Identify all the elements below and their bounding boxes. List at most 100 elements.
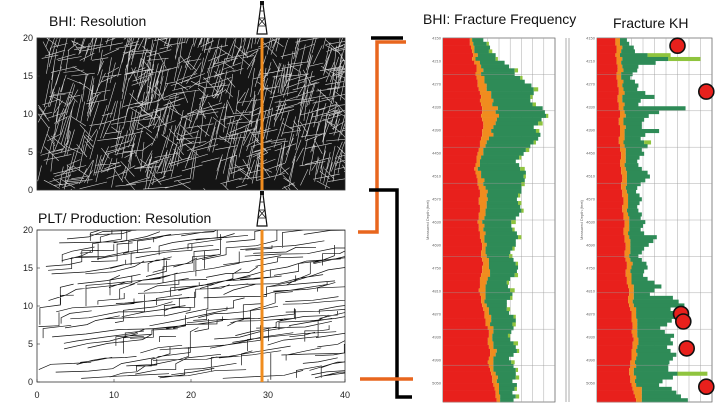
freq-depth-axis-label: Measured Depth (feet) bbox=[425, 199, 430, 240]
freq-bar-green bbox=[491, 129, 536, 134]
fracture-kh-title: Fracture KH bbox=[613, 15, 689, 31]
kh-bar-orange bbox=[620, 125, 626, 130]
kh-bar-orange bbox=[631, 383, 637, 388]
kh-bar-orange bbox=[625, 246, 631, 251]
freq-bar-light bbox=[532, 102, 536, 107]
kh-bar-red bbox=[597, 276, 627, 281]
fracture-frequency-track: 4150 4210 4270 4330 4390 4450 4510 4570 4630 4690… bbox=[425, 36, 556, 403]
freq-bar-red bbox=[443, 216, 479, 221]
kh-bar-orange bbox=[623, 227, 630, 232]
kh-bar-green bbox=[637, 322, 668, 327]
freq-bar-green bbox=[479, 163, 520, 168]
freq-bar-orange bbox=[479, 91, 492, 96]
freq-bar-green bbox=[481, 170, 526, 175]
freq-depth-tick: 4690 bbox=[432, 242, 442, 247]
kh-bar-red bbox=[597, 326, 633, 331]
freq-bar-orange bbox=[475, 163, 480, 168]
freq-bar-red bbox=[443, 64, 477, 69]
kh-bar-green bbox=[626, 208, 639, 213]
kh-bar-red bbox=[597, 159, 620, 164]
freq-bar-light bbox=[512, 322, 516, 327]
kh-bar-green bbox=[628, 231, 645, 236]
freq-bar-green bbox=[486, 87, 534, 92]
freq-bar-orange bbox=[478, 288, 486, 293]
freq-bar-orange bbox=[477, 151, 484, 156]
kh-bar-red bbox=[597, 68, 618, 73]
kh-bar-orange bbox=[625, 273, 632, 278]
kh-bar-red bbox=[597, 144, 620, 149]
freq-depth-tick: 4510 bbox=[432, 173, 442, 178]
kh-bar-orange bbox=[621, 155, 626, 160]
freq-bar-orange bbox=[478, 87, 487, 92]
kh-bar-green bbox=[629, 235, 657, 240]
freq-bar-light bbox=[520, 166, 525, 172]
freq-bar-red bbox=[443, 371, 492, 376]
freq-bar-green bbox=[493, 345, 516, 350]
freq-bar-orange bbox=[471, 45, 475, 50]
freq-bar-green bbox=[491, 91, 534, 96]
freq-bar-green bbox=[493, 341, 514, 346]
freq-bar-green bbox=[486, 140, 534, 145]
kh-bar-green bbox=[624, 136, 641, 141]
freq-bar-red bbox=[443, 110, 483, 115]
freq-bar-orange bbox=[476, 155, 482, 160]
freq-depth-tick: 4750 bbox=[432, 265, 442, 270]
kh-bar-green bbox=[641, 386, 672, 391]
freq-depth-tick: 4930 bbox=[432, 334, 442, 339]
kh-bar-red bbox=[597, 166, 622, 172]
plt-x-tick-label: 0 bbox=[34, 390, 39, 400]
freq-bar-red bbox=[443, 106, 483, 111]
freq-bar-orange bbox=[481, 250, 486, 255]
freq-bar-orange bbox=[475, 72, 482, 77]
freq-bar-green bbox=[484, 235, 519, 240]
freq-bar-green bbox=[491, 318, 516, 323]
kh-bar-orange bbox=[632, 386, 642, 391]
freq-bar-light bbox=[533, 140, 536, 145]
freq-bar-red bbox=[443, 129, 483, 134]
kh-bar-green bbox=[622, 83, 639, 88]
plt-x-tick-label: 20 bbox=[186, 390, 196, 400]
kh-bar-red bbox=[597, 337, 634, 342]
freq-bar-red bbox=[443, 151, 478, 156]
kh-bar-orange bbox=[623, 201, 629, 206]
plt-y-tick-label: 0 bbox=[28, 377, 33, 387]
freq-bar-red bbox=[443, 356, 489, 361]
freq-bar-red bbox=[443, 102, 482, 107]
kh-bar-red bbox=[597, 375, 631, 380]
freq-bar-orange bbox=[472, 56, 476, 62]
kh-bar-orange bbox=[632, 345, 638, 350]
kh-bar-orange bbox=[630, 375, 637, 380]
kh-bar-red bbox=[597, 341, 633, 346]
freq-bar-green bbox=[473, 41, 487, 46]
freq-bar-orange bbox=[493, 383, 499, 388]
freq-bar-red bbox=[443, 318, 486, 323]
freq-bar-red bbox=[443, 284, 480, 289]
kh-bar-red bbox=[597, 121, 619, 126]
freq-bar-orange bbox=[482, 269, 491, 274]
plt-plot: 0 5 10 15 20 0 10 20 30 40 bbox=[23, 225, 350, 400]
freq-bar-red bbox=[443, 341, 488, 346]
freq-bar-green bbox=[486, 254, 510, 259]
freq-bar-red bbox=[443, 79, 478, 84]
kh-bar-orange bbox=[629, 288, 634, 293]
kh-bar-orange bbox=[621, 170, 627, 175]
freq-bar-orange bbox=[488, 345, 494, 350]
freq-bar-light bbox=[535, 129, 540, 134]
plt-y-tick-label: 20 bbox=[23, 225, 33, 235]
freq-bar-light bbox=[510, 288, 515, 293]
freq-bar-red bbox=[443, 276, 480, 281]
freq-bar-red bbox=[443, 136, 482, 141]
freq-bar-orange bbox=[485, 318, 492, 323]
kh-bar-red bbox=[597, 208, 623, 213]
kh-bar-orange bbox=[626, 276, 632, 281]
freq-bar-orange bbox=[478, 147, 484, 153]
kh-bar-orange bbox=[618, 136, 625, 141]
freq-bar-red bbox=[443, 246, 483, 251]
kh-bar-green bbox=[626, 189, 637, 194]
freq-bar-orange bbox=[476, 159, 480, 164]
freq-bar-red bbox=[443, 303, 483, 308]
kh-bar-green bbox=[621, 72, 633, 77]
kh-bar-red bbox=[597, 371, 630, 376]
freq-bar-red bbox=[443, 269, 483, 274]
freq-depth-tick: 4270 bbox=[432, 81, 442, 86]
